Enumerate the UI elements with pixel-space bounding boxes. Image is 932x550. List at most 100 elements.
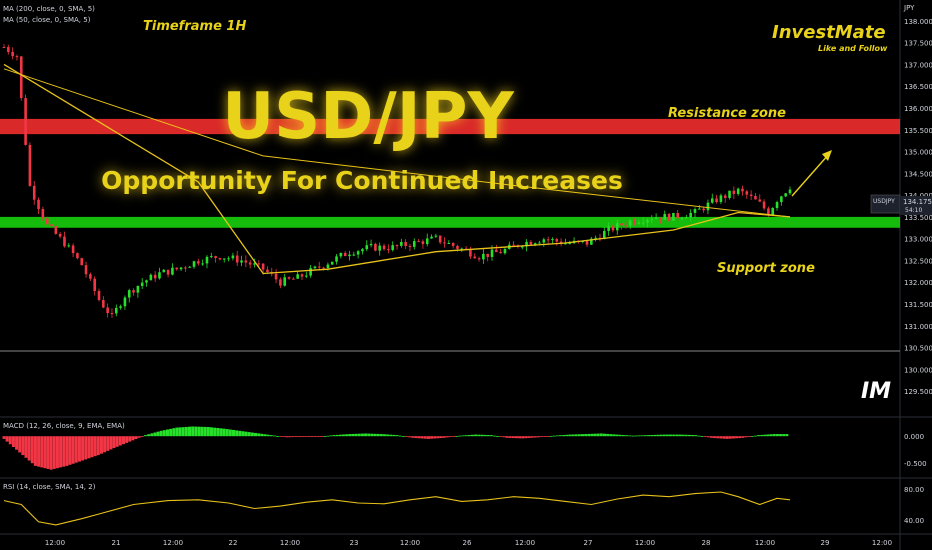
candle-body xyxy=(326,264,330,269)
time-tick-label: 12:00 xyxy=(163,539,183,547)
candle-body xyxy=(166,269,170,275)
candle-body xyxy=(430,236,433,239)
candle-body xyxy=(568,243,572,245)
candle-body xyxy=(525,241,528,247)
candle-body xyxy=(205,256,209,264)
macd-bar xyxy=(480,434,484,437)
macd-bar xyxy=(175,427,179,437)
candle-body xyxy=(279,279,282,286)
candle-body xyxy=(32,185,36,200)
macd-bar xyxy=(577,434,581,437)
candle-body xyxy=(197,261,200,264)
candle-body xyxy=(520,246,524,248)
macd-bar xyxy=(342,434,346,437)
macd-bar xyxy=(533,436,537,438)
macd-bar xyxy=(181,427,185,437)
candle-body xyxy=(296,274,299,279)
candle-body xyxy=(650,218,654,220)
macd-bar xyxy=(672,434,676,437)
macd-bar xyxy=(741,436,745,438)
macd-bar xyxy=(335,434,339,437)
ma200-line xyxy=(3,68,791,218)
macd-bar xyxy=(84,436,88,460)
macd-bar xyxy=(637,435,641,437)
macd-bar xyxy=(408,436,412,438)
candle-body xyxy=(192,261,196,267)
macd-bar xyxy=(323,436,327,437)
macd-bar xyxy=(228,429,232,437)
candle-body xyxy=(689,212,692,218)
macd-bar xyxy=(373,433,377,437)
macd-bar xyxy=(219,428,223,437)
macd-bar xyxy=(285,436,289,438)
macd-bar xyxy=(527,436,531,438)
price-tick-label: 129.500 xyxy=(904,388,932,396)
time-tick-label: 21 xyxy=(112,539,121,547)
candle-body xyxy=(564,243,567,245)
chart-subtitle: Opportunity For Continued Increases xyxy=(101,166,623,195)
macd-bar xyxy=(691,435,695,437)
macd-bar xyxy=(103,436,107,453)
macd-bar xyxy=(735,436,739,439)
candle-body xyxy=(456,245,459,249)
macd-bar xyxy=(747,436,751,437)
macd-bar xyxy=(59,436,63,468)
candle-body xyxy=(710,198,714,203)
candle-body xyxy=(287,277,291,279)
candle-body xyxy=(292,278,295,280)
candle-body xyxy=(434,235,438,237)
macd-bar xyxy=(115,436,119,447)
candle-body xyxy=(222,258,226,260)
candle-body xyxy=(602,230,606,239)
macd-bar xyxy=(486,435,490,437)
macd-bar xyxy=(587,433,591,437)
candle-body xyxy=(615,223,619,231)
macd-axis: 0.000 -0.500 xyxy=(904,433,927,468)
macd-bar xyxy=(68,436,72,465)
macd-bar xyxy=(222,428,226,437)
candle-body xyxy=(97,290,101,301)
macd-bar xyxy=(687,434,691,437)
macd-bar xyxy=(140,436,144,437)
macd-bar xyxy=(716,436,720,439)
candle-body xyxy=(19,56,23,99)
price-tick-label: 134.500 xyxy=(904,170,932,178)
candle-body xyxy=(201,263,204,265)
macd-bar xyxy=(430,436,434,439)
candle-body xyxy=(451,242,455,246)
macd-bar xyxy=(106,436,110,451)
macd-bar xyxy=(518,436,522,439)
macd-bar xyxy=(99,436,103,454)
macd-bar xyxy=(750,436,754,437)
brand-name: InvestMate xyxy=(772,22,886,43)
macd-bar xyxy=(694,435,698,437)
candle-body xyxy=(240,260,243,263)
candle-body xyxy=(84,265,88,275)
macd-bar xyxy=(445,436,449,438)
macd-bar xyxy=(46,436,50,469)
candle-body xyxy=(343,252,347,257)
macd-bar xyxy=(153,432,157,437)
macd-bar xyxy=(389,434,393,437)
candle-body xyxy=(188,266,192,268)
macd-bar xyxy=(650,435,654,437)
candle-body xyxy=(305,275,308,277)
candle-body xyxy=(624,225,628,227)
macd-bar xyxy=(779,434,783,437)
macd-bar xyxy=(55,436,59,469)
rsi-tick-label: 40.00 xyxy=(904,517,924,525)
candle-body xyxy=(24,98,27,145)
candle-body xyxy=(248,262,252,265)
price-tick-label: 130.500 xyxy=(904,345,932,353)
macd-bar xyxy=(483,434,487,437)
candle-body xyxy=(654,217,658,219)
candle-body xyxy=(374,243,377,251)
candle-body xyxy=(637,222,641,224)
macd-bar xyxy=(156,431,160,437)
macd-bar xyxy=(279,436,283,437)
macd-bar xyxy=(137,436,141,438)
macd-bar xyxy=(753,435,757,437)
candle-body xyxy=(685,217,688,219)
time-tick-label: 22 xyxy=(229,539,238,547)
candle-body xyxy=(736,188,740,194)
